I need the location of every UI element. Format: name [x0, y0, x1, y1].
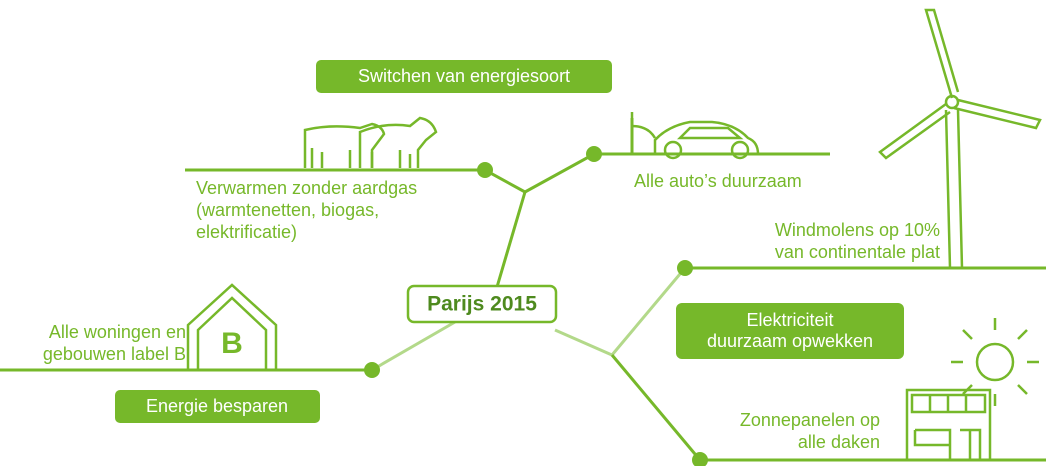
center-label: Parijs 2015	[427, 293, 537, 316]
solar-icon	[905, 318, 1039, 460]
badge	[115, 390, 320, 423]
badge-text: duurzaam opwekken	[707, 331, 873, 351]
cows-icon	[303, 116, 438, 168]
label: elektrificatie)	[196, 222, 297, 242]
car-icon	[630, 112, 760, 160]
label: van continentale plat	[775, 242, 940, 262]
label: Alle woningen en	[49, 322, 186, 342]
house-letter: B	[221, 327, 243, 360]
label: (warmtenetten, biogas,	[196, 200, 379, 220]
badge-text: Elektriciteit	[746, 310, 833, 330]
label: alle daken	[798, 432, 880, 452]
label: Zonnepanelen op	[740, 410, 880, 430]
badge-text: Switchen van energiesoort	[358, 66, 570, 86]
windmill-icon	[878, 8, 1042, 269]
dots	[364, 146, 708, 466]
house-icon	[186, 283, 278, 370]
badge-text: Energie besparen	[146, 396, 288, 416]
badge	[316, 60, 612, 93]
label: Alle auto’s duurzaam	[634, 171, 802, 191]
label: Windmolens op 10%	[775, 220, 940, 240]
center-box	[406, 284, 558, 324]
label: gebouwen label B	[43, 344, 186, 364]
label: Verwarmen zonder aardgas	[196, 178, 417, 198]
badge	[676, 303, 904, 359]
